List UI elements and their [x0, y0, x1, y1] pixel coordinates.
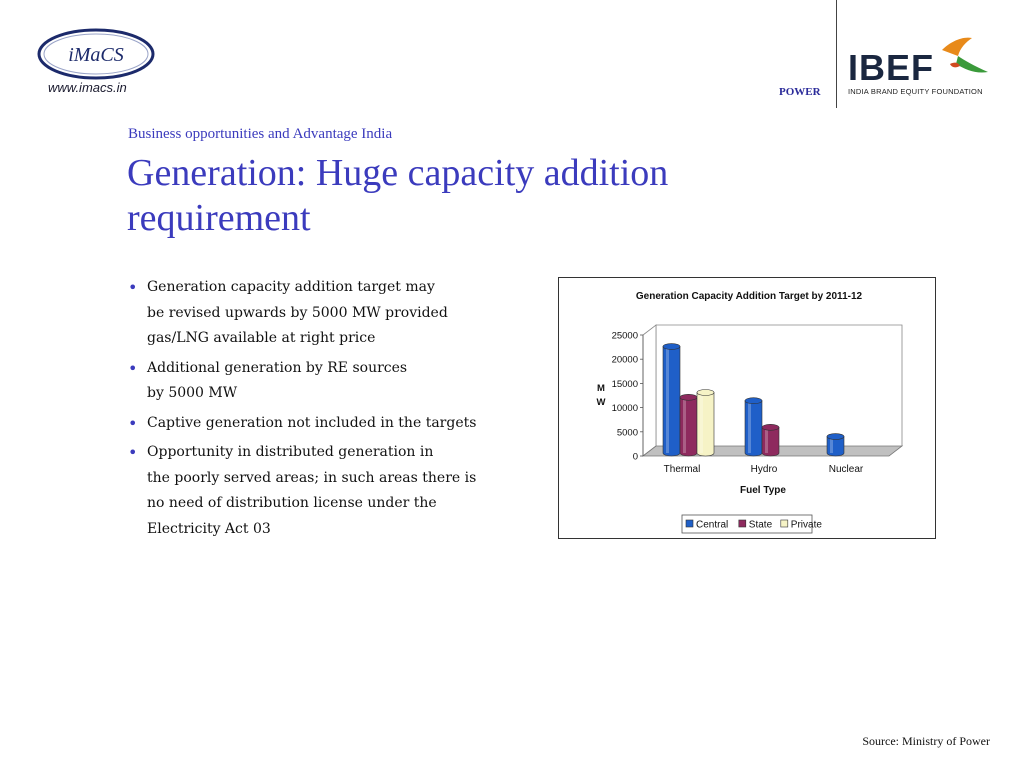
slide-title: Generation: Huge capacity addition requi…	[127, 152, 669, 239]
x-tick-label: Nuclear	[829, 464, 864, 475]
legend-frame	[681, 514, 813, 534]
y-axis-label: M	[597, 383, 605, 394]
plot-area: 0 5000 10000 15000 20000 25000 Thermal Hydro Nuc…	[612, 324, 904, 475]
bar-state-thermal	[679, 394, 698, 457]
chart-title: Generation Capacity Addition Target by 2…	[636, 291, 863, 302]
legend-swatch	[738, 519, 747, 528]
ibef-logo: IBEF	[848, 37, 988, 88]
legend-entry: State	[749, 520, 773, 531]
legend-entry: Central	[696, 520, 728, 531]
legend-swatch	[685, 519, 694, 528]
ibef-tagline: INDIA BRAND EQUITY FOUNDATION	[848, 87, 983, 96]
imacs-logo: iMaCS	[37, 28, 155, 80]
y-tick-label: 25000	[612, 331, 638, 342]
y-tick-label: 10000	[612, 403, 638, 414]
imacs-url[interactable]: www.imacs.in	[48, 80, 127, 95]
bar-state-hydro	[761, 424, 780, 457]
slide-subtitle: Business opportunities and Advantage Ind…	[128, 126, 393, 142]
ibef-logo-text: IBEF	[848, 47, 934, 88]
bullet-item: Captive generation not included in the t…	[128, 411, 528, 437]
capacity-chart: Generation Capacity Addition Target by 2…	[597, 291, 904, 534]
bird-icon	[942, 37, 988, 73]
legend-swatch	[780, 519, 789, 528]
bullet-item: Additional generation by RE sources by 5…	[128, 356, 528, 407]
bar-central-thermal	[662, 343, 681, 457]
y-tick-label: 20000	[612, 355, 638, 366]
header-divider	[836, 0, 837, 108]
y-tick-label: 15000	[612, 379, 638, 390]
chart-side-wall	[642, 324, 657, 457]
x-tick-label: Hydro	[751, 464, 778, 475]
chart-container: Generation Capacity Addition Target by 2…	[558, 277, 936, 539]
x-axis-label: Fuel Type	[740, 485, 786, 496]
legend-entry: Private	[791, 520, 823, 531]
section-tag: POWER	[779, 86, 821, 98]
y-tick-label: 0	[633, 452, 638, 463]
y-tick-label: 5000	[617, 427, 638, 438]
bullet-item: Generation capacity addition target may …	[128, 275, 528, 352]
imacs-logo-text: iMaCS	[68, 44, 124, 66]
x-tick-label: Thermal	[664, 464, 701, 475]
chart-legend: Central State Private	[681, 514, 823, 534]
bar-private-thermal	[696, 389, 715, 457]
bullet-item: Opportunity in distributed generation in…	[128, 440, 528, 542]
y-axis-label: W	[597, 397, 606, 408]
bar-central-hydro	[744, 397, 763, 457]
source-note: Source: Ministry of Power	[862, 734, 990, 748]
bullet-list: Generation capacity addition target may …	[128, 275, 528, 546]
bar-central-nuclear	[826, 433, 845, 457]
